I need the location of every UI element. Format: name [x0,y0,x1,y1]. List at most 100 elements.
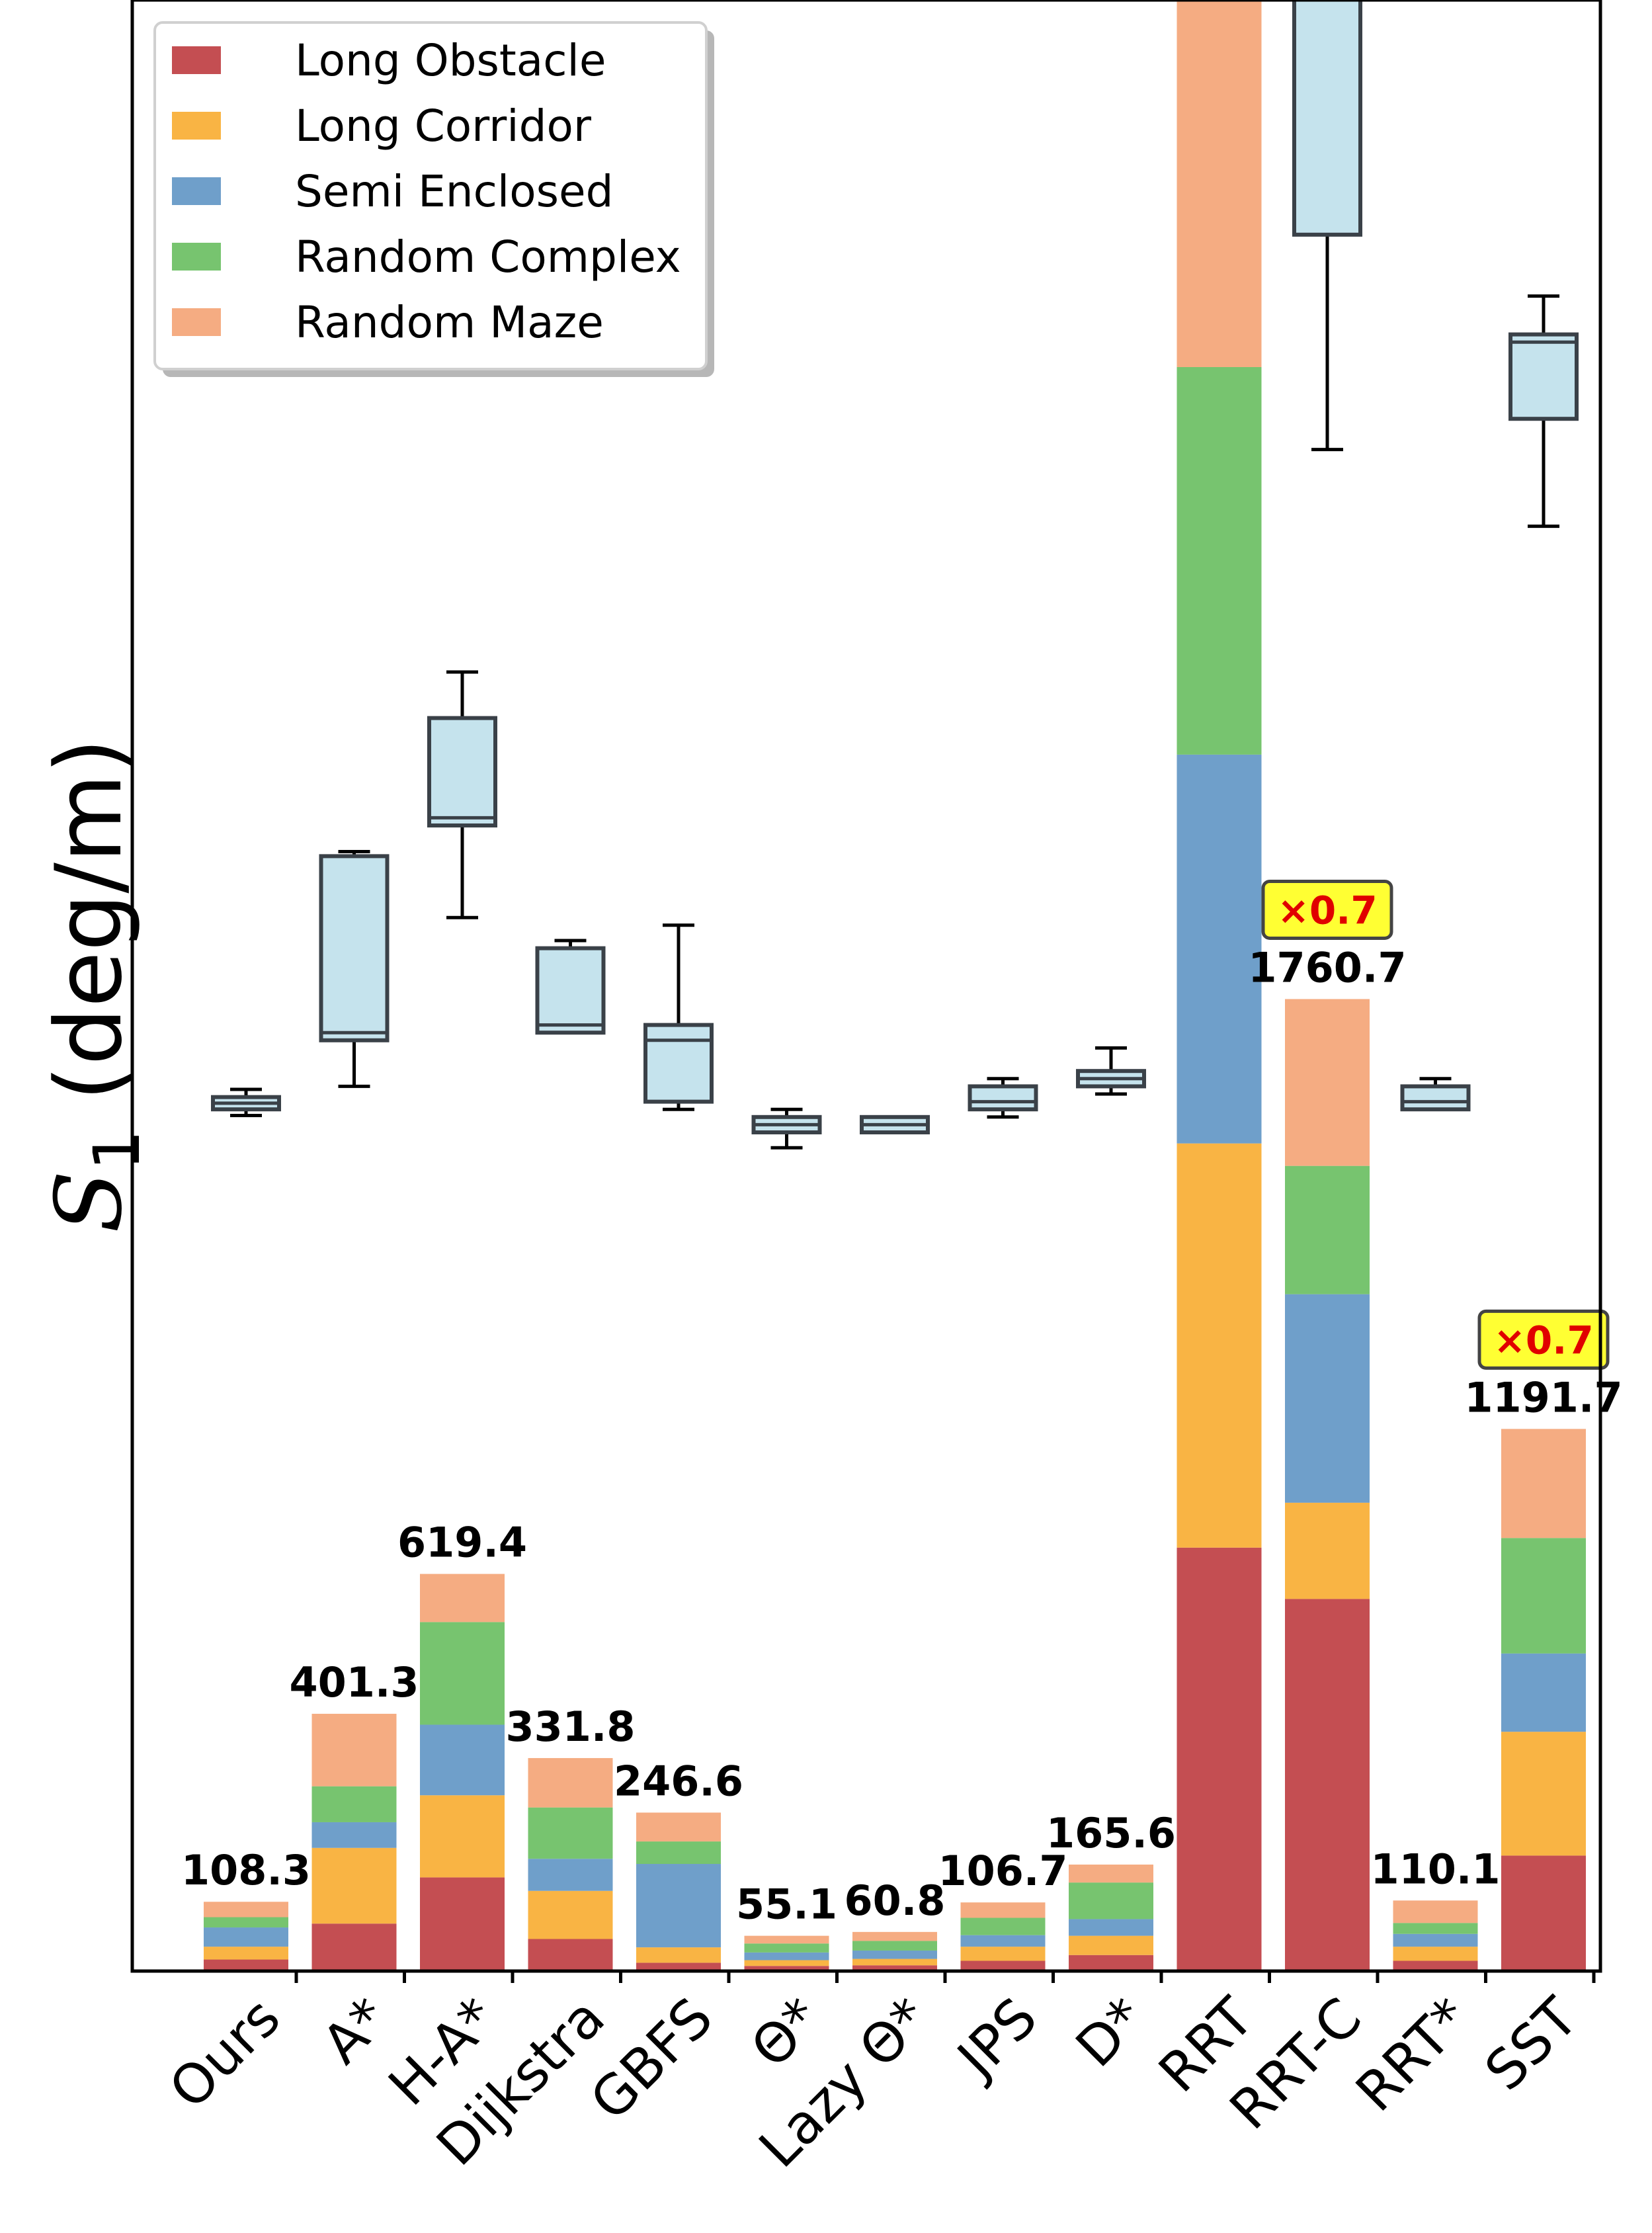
bar-jps-7-long-obstacle [960,1960,1046,1971]
bar-h-a-2-random-maze [420,1574,505,1622]
x-tick-label-rrt-11: RRT* [1344,1986,1482,2124]
bar-theta-5-semi-enclosed [744,1952,829,1960]
bar-ours-0-long-corridor [204,1947,288,1960]
bar-rrt-9-long-obstacle [1177,1547,1262,1971]
bar-rrt-c-10-long-corridor [1285,1502,1370,1599]
box-dijkstra-3 [535,946,606,1035]
bar-d-8-random-complex [1069,1882,1153,1919]
box-gbfs-4 [643,1023,714,1104]
total-label-gbfs-4: 246.6 [614,1757,743,1805]
legend-label-long-corridor: Long Corridor [295,101,592,151]
bar-h-a-2-random-complex [420,1622,505,1725]
multiplier-badge-rrt-c-10 [1261,879,1393,940]
legend-label-random-complex: Random Complex [295,232,681,282]
bar-ours-0-long-obstacle [204,1959,288,1971]
total-label-rrt-11: 110.1 [1370,1845,1500,1893]
x-tick-label-sst-12: SST [1473,1986,1590,2103]
bar-a-1-random-maze [311,1714,397,1787]
bar-d-8-semi-enclosed [1069,1919,1153,1936]
bar-d-8-long-corridor [1069,1935,1153,1955]
total-label-sst-12: 1191.7 [1464,1373,1622,1421]
bar-sst-12-semi-enclosed [1501,1653,1586,1732]
bar-lazy-6-long-corridor [852,1959,937,1966]
bar-a-1-random-complex [311,1786,397,1822]
bar-ours-0-random-complex [204,1917,288,1928]
legend-label-random-maze: Random Maze [295,297,604,348]
multiplier-label-rrt-c-10: ×0.7 [1277,888,1377,933]
y-axis-label-symbol: S [36,1171,142,1234]
bar-rrt-9-long-corridor [1177,1143,1262,1548]
bar-jps-7-random-maze [960,1902,1046,1918]
legend-label-semi-enclosed: Semi Enclosed [295,166,614,217]
plot-area-frame [130,0,1602,1973]
bar-rrt-11-random-maze [1393,1900,1478,1923]
bar-rrt-9-random-complex [1177,367,1262,755]
total-label-h-a-2: 619.4 [397,1519,527,1567]
bar-dijkstra-3-long-obstacle [528,1939,613,1971]
bar-jps-7-semi-enclosed [960,1935,1046,1947]
y-axis-label: S1 (deg/m) [36,738,154,1233]
bar-dijkstra-3-random-complex [528,1807,613,1859]
bar-rrt-9-semi-enclosed [1177,754,1262,1144]
bar-a-1-long-obstacle [311,1923,397,1971]
x-tick-label-d-8: D* [1064,1986,1157,2080]
bar-rrt-11-semi-enclosed [1393,1933,1478,1947]
bar-ours-0-random-maze [204,1902,288,1917]
bar-h-a-2-long-obstacle [420,1877,505,1971]
bar-lazy-6-long-obstacle [852,1965,937,1971]
bar-rrt-c-10-random-complex [1285,1165,1370,1294]
bar-lazy-6-random-maze [852,1931,937,1941]
total-label-dijkstra-3: 331.8 [505,1703,635,1751]
multiplier-badge-sst-12 [1477,1309,1610,1370]
legend-swatch-random-complex [172,243,221,271]
bar-gbfs-4-random-maze [636,1812,721,1842]
bar-rrt-11-long-obstacle [1393,1960,1478,1971]
bar-total-labels: 108.3 401.3 619.4 331.8 246.6 55.1 60.8106.716… [181,879,1623,1929]
y-axis-label-subscript: 1 [80,1130,154,1170]
bar-theta-5-long-obstacle [744,1966,829,1971]
bar-rrt-c-10-random-maze [1285,999,1370,1166]
bar-ours-0-semi-enclosed [204,1927,288,1947]
bar-a-1-semi-enclosed [311,1822,397,1848]
legend-swatch-semi-enclosed [172,177,221,205]
bar-lazy-6-semi-enclosed [852,1950,937,1959]
legend-frame [153,21,708,370]
legend-label-long-obstacle: Long Obstacle [295,35,606,86]
y-axis-label-unit: (deg/m) [36,738,142,1130]
bar-gbfs-4-semi-enclosed [636,1864,721,1948]
bar-sst-12-long-corridor [1501,1732,1586,1856]
bar-rrt-9-random-maze [1177,0,1262,367]
total-label-d-8: 165.6 [1046,1809,1176,1857]
bar-sst-12-long-obstacle [1501,1855,1586,1971]
legend-swatch-long-obstacle [172,46,221,74]
box-h-a-2 [427,716,497,827]
bar-dijkstra-3-random-maze [528,1757,613,1808]
box-a-1 [319,854,390,1042]
bar-d-8-random-maze [1069,1864,1153,1883]
bar-theta-5-random-maze [744,1935,829,1944]
legend-swatch-long-corridor [172,112,221,140]
total-label-jps-7: 106.7 [938,1847,1067,1895]
bar-gbfs-4-long-obstacle [636,1962,721,1971]
bar-lazy-6-random-complex [852,1941,937,1951]
bar-rrt-c-10-semi-enclosed [1285,1294,1370,1503]
legend-swatch-random-maze [172,308,221,336]
bar-h-a-2-long-corridor [420,1795,505,1878]
bar-sst-12-random-maze [1501,1429,1586,1538]
bar-rrt-11-random-complex [1393,1923,1478,1934]
x-tick-label-gbfs-4: GBFS [579,1986,725,2132]
bar-dijkstra-3-semi-enclosed [528,1859,613,1891]
bar-d-8-long-obstacle [1069,1955,1153,1971]
bar-jps-7-random-complex [960,1917,1046,1935]
x-tick-label-ours-0: Ours [158,1986,293,2121]
bar-dijkstra-3-long-corridor [528,1890,613,1939]
bar-gbfs-4-random-complex [636,1841,721,1865]
bar-rrt-11-long-corridor [1393,1947,1478,1961]
bar-sst-12-random-complex [1501,1538,1586,1654]
bar-theta-5-long-corridor [744,1960,829,1966]
total-label-theta-5: 55.1 [736,1880,837,1929]
total-label-rrt-c-10: 1760.7 [1248,943,1406,991]
box-rrt-c-10 [1292,0,1362,237]
